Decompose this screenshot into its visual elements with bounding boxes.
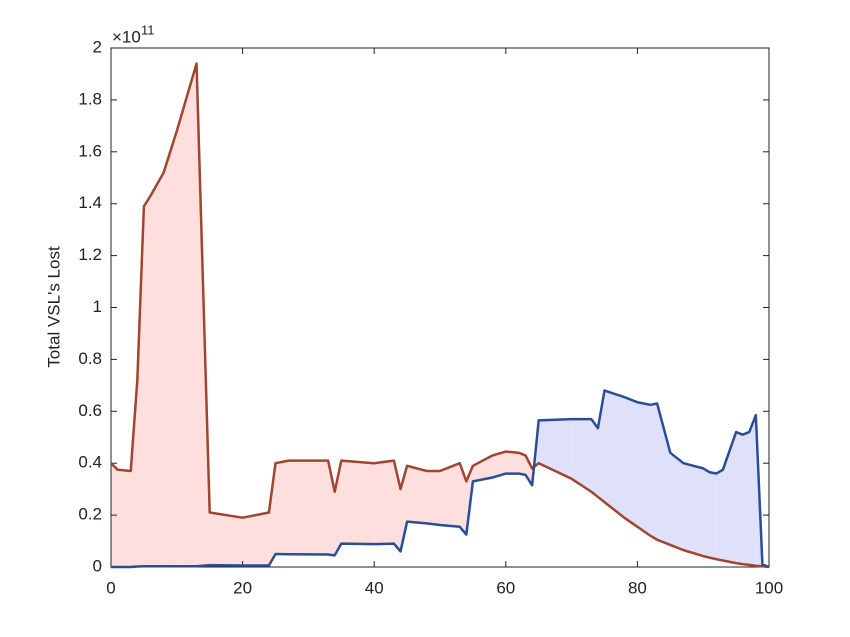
fill-area [137, 206, 144, 567]
fill-area [163, 131, 177, 567]
y-tick-label: 1 [93, 297, 102, 316]
y-tick-label: 1.2 [78, 245, 102, 264]
series-line [110, 62, 770, 569]
fill-area [242, 515, 256, 566]
fill-area [472, 455, 493, 482]
fill-area [176, 63, 197, 567]
fill-area [637, 402, 651, 536]
x-tick-label: 100 [755, 578, 783, 597]
fill-area [749, 415, 756, 566]
fill-area [657, 403, 671, 545]
fill-area [341, 460, 375, 545]
fill-area [716, 469, 723, 561]
fill-area [624, 397, 638, 527]
fill-area [143, 195, 151, 567]
y-tick-label: 0.4 [78, 453, 102, 472]
fill-area [440, 463, 460, 527]
fill-area [597, 390, 605, 503]
x-tick-label: 60 [496, 578, 515, 597]
y-axis-label: Total VSL's Lost [44, 246, 63, 368]
y-tick-label: 2 [93, 37, 102, 56]
fill-area [288, 460, 329, 555]
fill-area [255, 512, 269, 566]
fill-area [709, 472, 717, 560]
fill-area [374, 460, 394, 545]
fill-area [722, 432, 737, 564]
fill-area [209, 512, 243, 566]
fill-area [459, 463, 467, 535]
x-tick-label: 20 [233, 578, 252, 597]
fill-area [492, 451, 506, 478]
fill-area [525, 455, 533, 486]
y-tick-label: 1.4 [78, 193, 102, 212]
x-tick-label: 40 [365, 578, 384, 597]
fill-area [736, 432, 743, 565]
fill-area [505, 451, 519, 474]
fill-area [650, 403, 658, 540]
fill-area [670, 452, 684, 551]
fill-area [571, 419, 592, 492]
fill-area [742, 432, 750, 565]
y-tick-label: 0.2 [78, 505, 102, 524]
fill-area [703, 468, 710, 558]
fill-area [268, 463, 276, 566]
fill-area [130, 380, 138, 567]
fill-area [604, 390, 625, 518]
fill-area [518, 452, 526, 475]
fill-area [150, 172, 164, 567]
fill-area [117, 469, 131, 567]
x-tick-label: 0 [106, 578, 115, 597]
fill-area [426, 470, 440, 525]
y-tick-label: 0.6 [78, 401, 102, 420]
y-tick-label: 0 [93, 556, 102, 575]
y-tick-label: 0.8 [78, 349, 102, 368]
fill-area [538, 419, 572, 479]
fill-area [275, 460, 289, 555]
fill-area [407, 465, 427, 524]
fill-area [591, 419, 598, 497]
y-exponent-base: ×10 [112, 27, 141, 46]
y-exponent: 11 [141, 22, 155, 37]
y-tick-label: 1.6 [78, 141, 102, 160]
series-line [111, 389, 770, 569]
x-tick-label: 80 [628, 578, 647, 597]
y-tick-label: 1.8 [78, 89, 102, 108]
fill-area [683, 463, 704, 557]
